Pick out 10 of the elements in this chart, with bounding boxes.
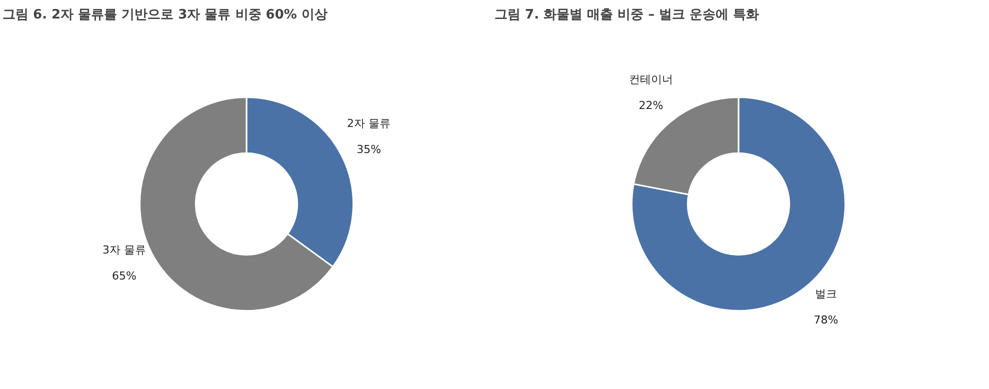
data-label: 22% <box>638 98 664 112</box>
data-label: 65% <box>112 269 136 282</box>
slice-label: 벌크 <box>814 287 837 300</box>
slice-label: 3자 물류 <box>102 243 146 256</box>
slice-label: 컨테이너 <box>629 73 674 86</box>
chart-title: 그림 6. 2자 물류를 기반으로 3자 물류 비중 60% 이상 <box>2 8 328 22</box>
chart-title: 그림 7. 화물별 매출 비중 – 벌크 운송에 특화 <box>494 8 760 22</box>
data-label: 78% <box>814 313 838 326</box>
data-label: 35% <box>356 143 382 156</box>
slice-label: 2자 물류 <box>347 117 391 130</box>
